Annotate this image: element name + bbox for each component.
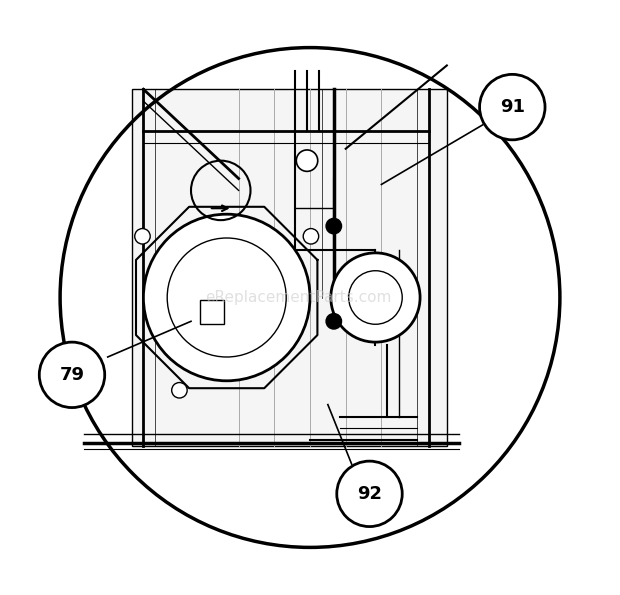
Circle shape: [326, 314, 342, 329]
Circle shape: [296, 150, 317, 171]
Text: 91: 91: [500, 98, 525, 116]
Text: 79: 79: [60, 366, 84, 384]
Circle shape: [172, 383, 187, 398]
Text: eReplacementParts.com: eReplacementParts.com: [205, 290, 391, 305]
Circle shape: [337, 461, 402, 527]
Text: 92: 92: [357, 485, 382, 503]
Circle shape: [480, 74, 545, 140]
Circle shape: [143, 214, 310, 381]
Circle shape: [326, 218, 342, 234]
Circle shape: [39, 342, 105, 408]
Circle shape: [331, 253, 420, 342]
Bar: [200, 300, 224, 324]
Bar: [131, 89, 447, 446]
Circle shape: [135, 228, 150, 244]
Circle shape: [303, 228, 319, 244]
